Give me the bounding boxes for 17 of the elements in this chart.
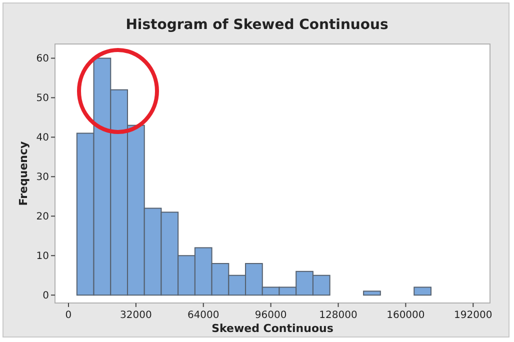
x-tick-label: 64000 (187, 310, 220, 321)
y-tick-label: 10 (36, 251, 49, 262)
chart-title: Histogram of Skewed Continuous (126, 17, 388, 33)
y-tick-label: 40 (36, 132, 49, 144)
y-tick-label: 50 (36, 93, 49, 104)
x-tick-label: 192000 (454, 310, 492, 321)
x-tick-label: 32000 (120, 310, 152, 321)
y-tick-label: 60 (36, 54, 49, 65)
x-axis-title: Skewed Continuous (212, 322, 334, 335)
x-tick-label: 128000 (319, 310, 358, 321)
y-tick-label: 30 (36, 172, 49, 184)
y-axis-title: Frequency (17, 141, 30, 206)
x-tick-label: 96000 (254, 310, 287, 321)
y-tick-label: 20 (36, 212, 49, 223)
x-tick-label: 160000 (386, 310, 425, 321)
y-tick-label: 0 (42, 290, 49, 302)
x-tick-label: 0 (65, 310, 72, 321)
